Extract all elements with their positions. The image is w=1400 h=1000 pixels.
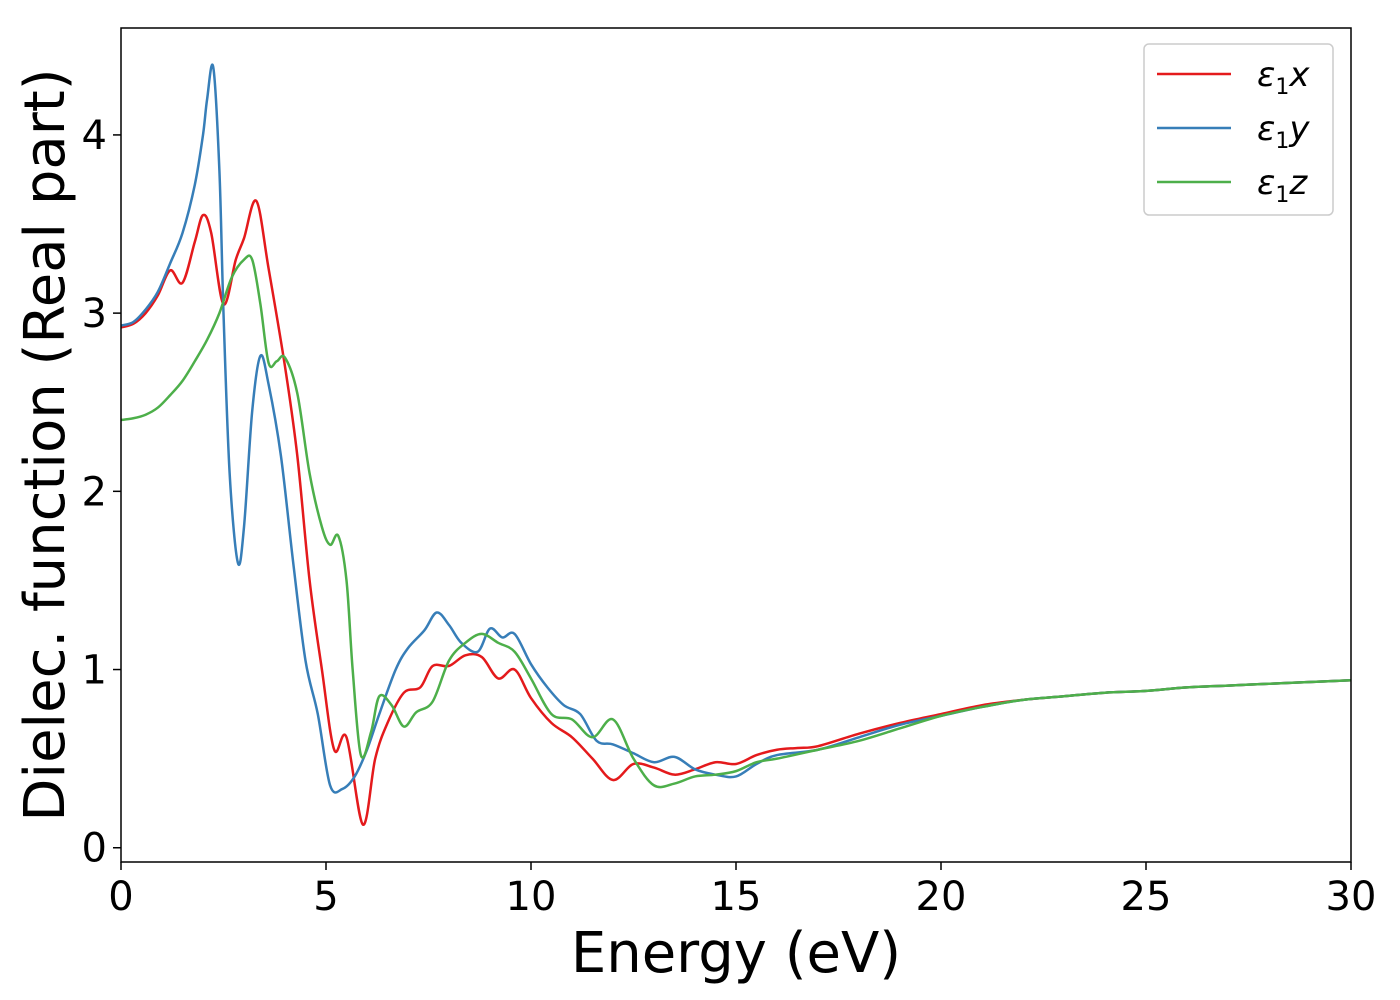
y-axis: 0 1 2 3 4 bbox=[82, 113, 121, 872]
series-line-3 bbox=[121, 254, 1351, 789]
legend-label-2: ε1y bbox=[1257, 109, 1310, 154]
series-line-2 bbox=[121, 63, 1351, 794]
y-tick-label: 4 bbox=[82, 113, 107, 159]
y-axis-title: Dielec. function (Real part) bbox=[13, 68, 78, 821]
x-tick-label: 0 bbox=[108, 874, 133, 920]
y-tick-label: 2 bbox=[82, 469, 107, 515]
x-tick-label: 10 bbox=[506, 874, 557, 920]
legend-frame bbox=[1143, 43, 1334, 216]
x-tick-label: 20 bbox=[916, 874, 967, 920]
legend: ε1x ε1y ε1z bbox=[1143, 43, 1334, 216]
series-layer bbox=[121, 63, 1351, 826]
x-axis-title: Energy (eV) bbox=[571, 921, 901, 986]
legend-label-3: ε1z bbox=[1257, 163, 1308, 208]
x-tick-label: 5 bbox=[313, 874, 338, 920]
legend-label-1: ε1x bbox=[1257, 55, 1310, 100]
y-tick-label: 1 bbox=[82, 648, 107, 694]
x-axis: 0 5 10 15 20 25 30 bbox=[108, 862, 1376, 920]
x-tick-label: 30 bbox=[1326, 874, 1377, 920]
x-tick-label: 25 bbox=[1121, 874, 1172, 920]
series-line-1 bbox=[121, 199, 1351, 826]
y-tick-label: 0 bbox=[82, 826, 107, 872]
x-tick-label: 15 bbox=[711, 874, 762, 920]
y-tick-label: 3 bbox=[82, 291, 107, 337]
